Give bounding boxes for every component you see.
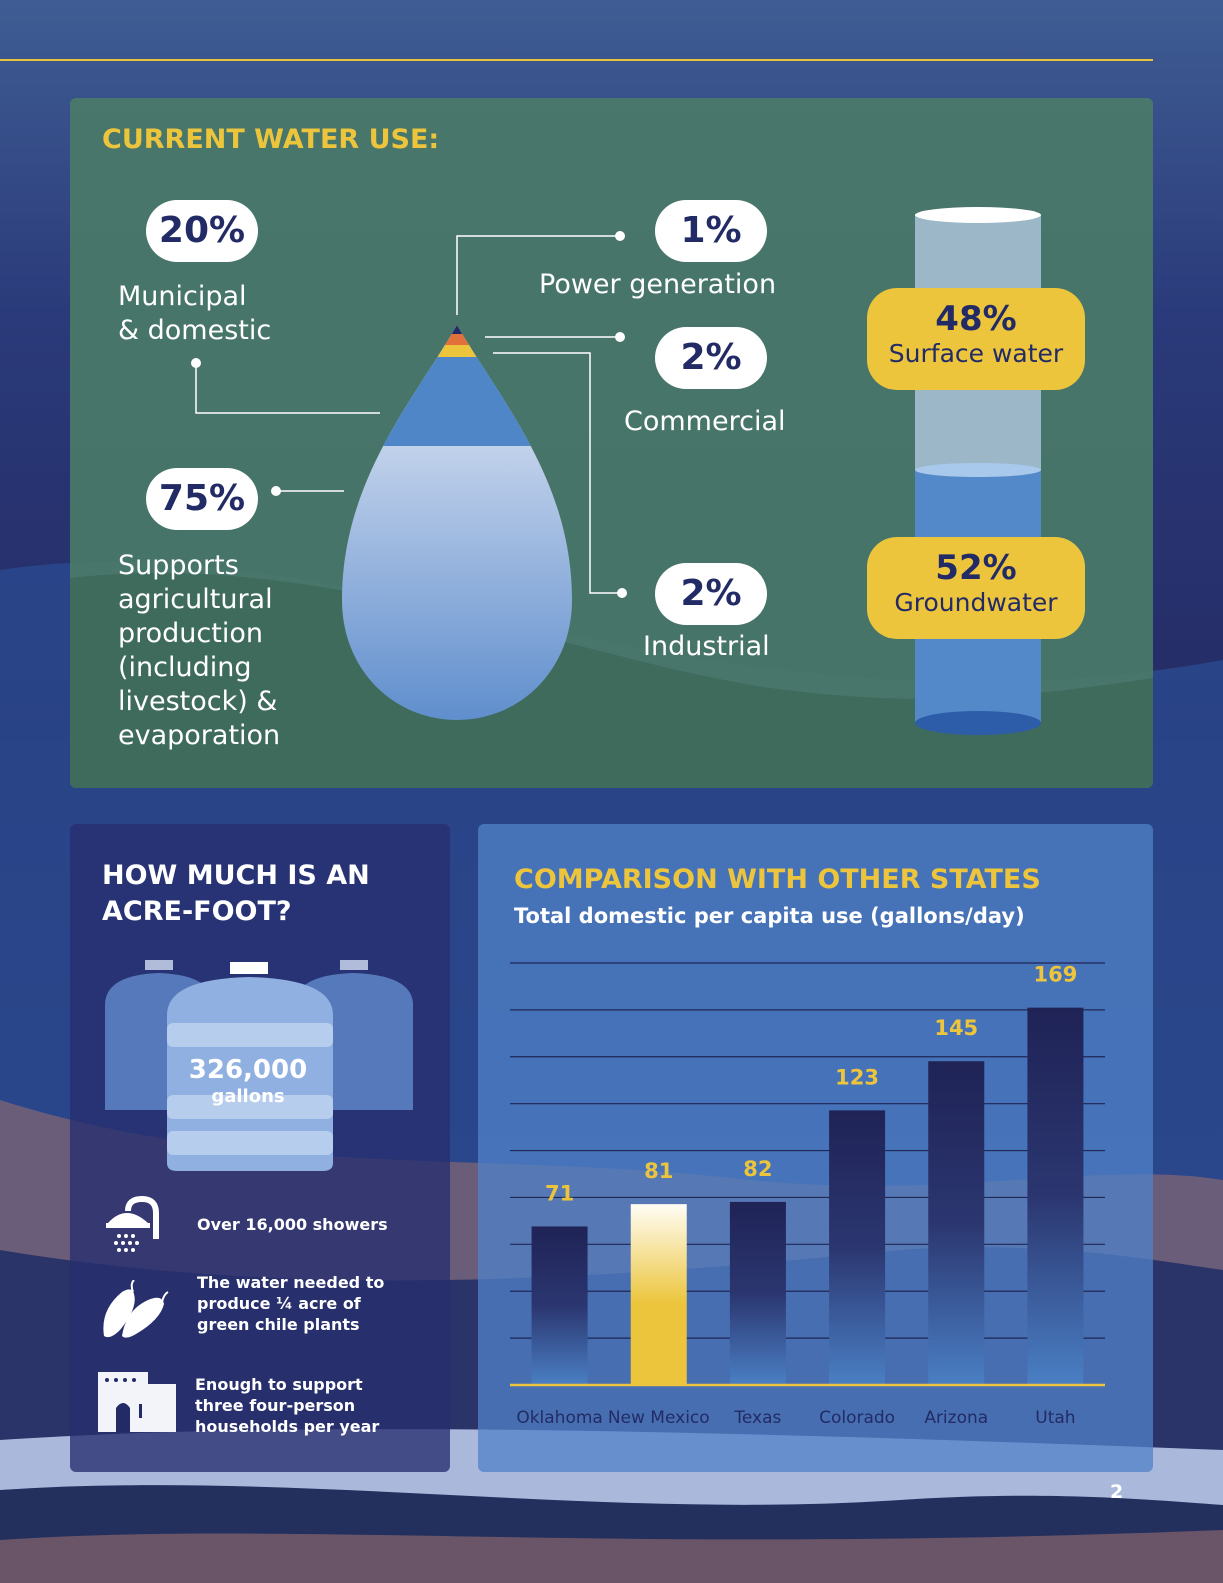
panel-wave bbox=[70, 572, 1153, 788]
category-label: Texas bbox=[733, 1408, 781, 1428]
water-drop-icon bbox=[342, 325, 572, 720]
data-label: 81 bbox=[644, 1159, 673, 1183]
agricultural-percent-badge: 75% bbox=[146, 468, 258, 530]
chart-title: COMPARISON WITH OTHER STATES bbox=[514, 864, 1041, 895]
gallons-value: 326,000 bbox=[188, 1055, 308, 1085]
label-line: evaporation bbox=[118, 720, 281, 751]
fact-line: households per year bbox=[195, 1417, 380, 1436]
surface-water-percent: 48% bbox=[935, 299, 1017, 339]
data-label: 82 bbox=[743, 1157, 772, 1181]
commercial-percent-badge: 2% bbox=[655, 327, 767, 389]
fact-chile: The water needed to produce ¼ acre of gr… bbox=[197, 1272, 384, 1335]
fact-line: The water needed to bbox=[197, 1273, 385, 1292]
industrial-label: Industrial bbox=[643, 631, 770, 662]
bar-colorado bbox=[829, 1110, 886, 1385]
fact-line: produce ¼ acre of bbox=[197, 1294, 361, 1313]
bar-oklahoma bbox=[531, 1226, 588, 1385]
bar-texas bbox=[729, 1201, 786, 1385]
label-line: livestock) & bbox=[118, 686, 278, 717]
category-label: New Mexico bbox=[608, 1408, 710, 1428]
category-label: Arizona bbox=[924, 1408, 988, 1428]
surface-water-badge: 48% Surface water bbox=[867, 288, 1085, 390]
category-label: Colorado bbox=[819, 1408, 895, 1428]
page-number: 2 bbox=[1110, 1481, 1124, 1503]
header-rule bbox=[0, 59, 1153, 61]
data-label: 123 bbox=[835, 1065, 879, 1089]
municipal-label: Municipal & domestic bbox=[118, 280, 271, 348]
surface-water-label: Surface water bbox=[888, 339, 1064, 368]
label-line: Supports bbox=[118, 550, 239, 581]
data-label: 169 bbox=[1033, 963, 1077, 987]
agricultural-label: Supports agricultural production (includ… bbox=[118, 549, 280, 753]
category-label: Oklahoma bbox=[516, 1408, 603, 1428]
fact-households: Enough to support three four-person hous… bbox=[195, 1374, 379, 1437]
groundwater-label: Groundwater bbox=[894, 588, 1058, 617]
groundwater-percent: 52% bbox=[935, 548, 1017, 588]
connector-lines bbox=[195, 235, 622, 594]
title-line: HOW MUCH IS AN bbox=[102, 860, 370, 891]
gallons-unit: gallons bbox=[211, 1086, 285, 1107]
fact-line: green chile plants bbox=[197, 1315, 360, 1334]
municipal-percent-badge: 20% bbox=[146, 200, 258, 262]
fact-line: three four-person bbox=[195, 1396, 356, 1415]
fact-line: Enough to support bbox=[195, 1375, 363, 1394]
fact-showers: Over 16,000 showers bbox=[197, 1215, 388, 1234]
power-percent-badge: 1% bbox=[655, 200, 767, 262]
data-label: 71 bbox=[545, 1181, 574, 1205]
shower-icon bbox=[106, 1195, 159, 1252]
bar-utah bbox=[1027, 1007, 1084, 1385]
label-line: production bbox=[118, 618, 263, 649]
label-line: Municipal bbox=[118, 281, 247, 312]
chile-pepper-icon bbox=[103, 1280, 169, 1338]
data-label: 145 bbox=[934, 1016, 978, 1040]
industrial-percent-badge: 2% bbox=[655, 563, 767, 625]
bar-arizona bbox=[928, 1061, 985, 1385]
chart-subtitle: Total domestic per capita use (gallons/d… bbox=[514, 904, 1025, 928]
category-label: Utah bbox=[1035, 1408, 1075, 1428]
label-line: agricultural bbox=[118, 584, 273, 615]
water-jugs-icon bbox=[105, 960, 413, 1171]
water-cylinder-icon bbox=[915, 207, 1041, 735]
groundwater-badge: 52% Groundwater bbox=[867, 537, 1085, 639]
label-line: & domestic bbox=[118, 315, 272, 346]
commercial-label: Commercial bbox=[624, 406, 786, 437]
acre-foot-title: HOW MUCH IS AN ACRE-FOOT? bbox=[102, 858, 370, 930]
adobe-house-icon bbox=[98, 1372, 176, 1432]
title-line: ACRE-FOOT? bbox=[102, 896, 292, 927]
power-label: Power generation bbox=[539, 269, 777, 300]
acre-foot-amount: 326,000 gallons bbox=[165, 1054, 331, 1108]
label-line: (including bbox=[118, 652, 252, 683]
bar-new-mexico bbox=[630, 1204, 687, 1385]
water-use-title: CURRENT WATER USE: bbox=[102, 124, 440, 155]
bar-chart: 71 Oklahoma 81 New Mexico 82 Texas 123 Colorado… bbox=[510, 962, 1105, 1428]
